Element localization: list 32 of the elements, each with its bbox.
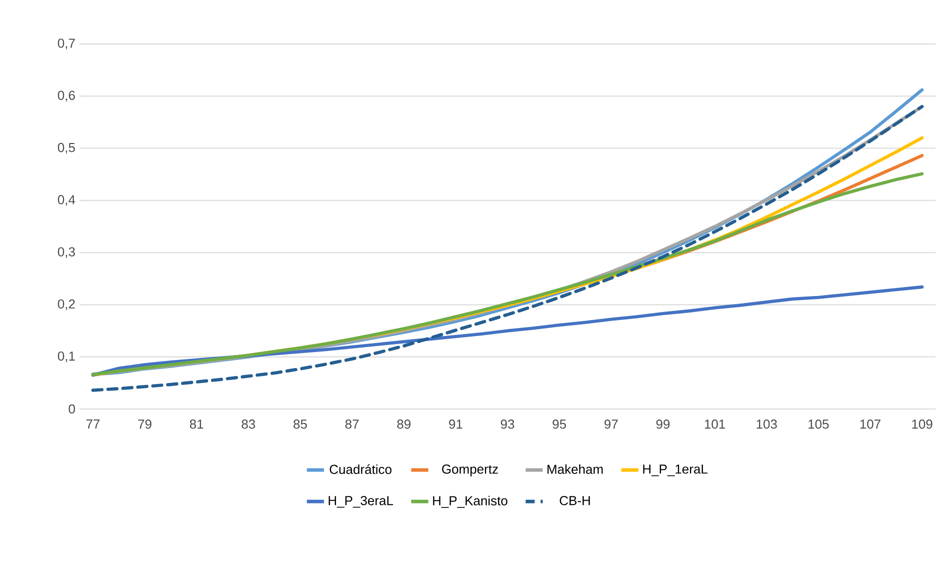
x-tick-label: 109 <box>912 420 932 429</box>
y-tick-label: 0,6 <box>58 90 75 102</box>
legend-label: CB-H <box>560 496 590 506</box>
x-tick-label: 89 <box>397 420 410 429</box>
legend-label: H_P_3eraL <box>328 496 394 508</box>
x-tick-label: 105 <box>808 420 829 429</box>
x-tick-label: 87 <box>345 420 359 429</box>
x-tick-label: 103 <box>756 420 777 429</box>
y-tick-label: 0,3 <box>58 247 75 258</box>
x-tick-label: 77 <box>86 420 100 428</box>
legend-label: Cuadrático <box>330 464 392 474</box>
x-tick-label: 97 <box>604 420 618 429</box>
x-tick-label: 101 <box>704 420 725 429</box>
x-tick-label: 95 <box>552 420 566 429</box>
y-tick-label: 0,7 <box>58 38 75 50</box>
x-tick-label: 107 <box>860 420 880 429</box>
y-tick-label: 0,4 <box>58 195 76 206</box>
legend-label: Makeham <box>548 464 603 474</box>
x-tick-label: 99 <box>656 420 670 429</box>
y-tick-label: 0,5 <box>58 142 75 154</box>
legend-label: H_P_1eraL <box>643 464 708 476</box>
x-tick-label: 85 <box>294 420 307 429</box>
x-tick-label: 83 <box>242 420 256 429</box>
y-tick-label: 0 <box>68 404 75 414</box>
y-tick-label: 0,1 <box>58 351 75 362</box>
x-tick-label: 79 <box>138 420 152 429</box>
y-tick-label: 0,2 <box>58 299 75 310</box>
legend-label: Gompertz <box>442 464 498 476</box>
x-tick-label: 81 <box>190 420 204 429</box>
x-tick-label: 91 <box>449 420 462 429</box>
legend-label: H_P_Kanisto <box>433 496 508 508</box>
x-tick-label: 93 <box>500 420 514 429</box>
